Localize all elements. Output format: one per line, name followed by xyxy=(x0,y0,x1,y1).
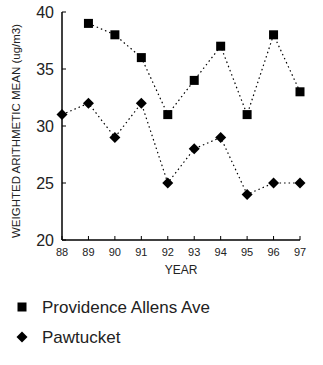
x-tick xyxy=(88,236,89,240)
legend-item: Pawtucket xyxy=(17,328,121,347)
data-point xyxy=(190,76,199,85)
y-tick-label: 35 xyxy=(36,61,54,78)
y-tick-label: 20 xyxy=(36,232,54,249)
data-point xyxy=(296,87,305,96)
legend-marker xyxy=(18,303,27,312)
x-tick xyxy=(300,236,301,240)
x-tick-label: 91 xyxy=(135,246,147,258)
x-tick xyxy=(167,236,168,240)
x-axis-line xyxy=(62,239,300,241)
x-tick xyxy=(247,236,248,240)
data-point xyxy=(269,30,278,39)
x-tick xyxy=(194,236,195,240)
x-tick xyxy=(273,236,274,240)
y-tick xyxy=(62,69,66,70)
x-tick-label: 95 xyxy=(241,246,253,258)
x-axis-label: YEAR xyxy=(165,263,198,277)
data-point xyxy=(216,42,225,51)
data-point xyxy=(215,132,226,143)
legend-marker xyxy=(17,332,28,343)
data-point xyxy=(243,110,252,119)
x-tick-label: 88 xyxy=(56,246,68,258)
data-point xyxy=(242,189,253,200)
data-point xyxy=(110,30,119,39)
data-point xyxy=(268,178,279,189)
data-point xyxy=(136,98,147,109)
data-point xyxy=(137,53,146,62)
y-tick-label: 25 xyxy=(36,175,54,192)
x-tick xyxy=(220,236,221,240)
y-axis-label: WEIGHTED ARITHMETIC MEAN (ug/m3) xyxy=(10,24,22,238)
x-tick-label: 96 xyxy=(267,246,279,258)
legend-label: Pawtucket xyxy=(42,328,121,347)
x-tick-label: 93 xyxy=(188,246,200,258)
series-line xyxy=(62,103,300,194)
x-tick-label: 89 xyxy=(82,246,94,258)
x-tick-label: 92 xyxy=(162,246,174,258)
x-tick xyxy=(62,236,63,240)
y-tick xyxy=(62,240,66,241)
y-tick xyxy=(62,183,66,184)
data-point xyxy=(83,98,94,109)
legend-item: Providence Allens Ave xyxy=(18,298,210,317)
x-tick-label: 90 xyxy=(109,246,121,258)
series-line xyxy=(88,23,300,114)
chart-svg: 20 25 30 35 40 88 89 90 91 92 93 94 95 96 97 YEAR WEIGHT… xyxy=(0,0,323,365)
data-point xyxy=(162,178,173,189)
y-tick xyxy=(62,12,66,13)
data-point xyxy=(57,109,68,120)
x-tick xyxy=(141,236,142,240)
y-tick xyxy=(62,126,66,127)
data-point xyxy=(109,132,120,143)
plot-area xyxy=(57,19,306,200)
x-tick xyxy=(114,236,115,240)
y-tick-label: 40 xyxy=(36,4,54,21)
data-point xyxy=(189,143,200,154)
data-point xyxy=(295,178,306,189)
x-tick-label: 97 xyxy=(294,246,306,258)
legend-label: Providence Allens Ave xyxy=(42,298,210,317)
chart-container: 20 25 30 35 40 88 89 90 91 92 93 94 95 96 97 YEAR WEIGHT… xyxy=(0,0,323,365)
y-tick-label: 30 xyxy=(36,118,54,135)
data-point xyxy=(84,19,93,28)
x-tick-label: 94 xyxy=(215,246,227,258)
data-point xyxy=(163,110,172,119)
